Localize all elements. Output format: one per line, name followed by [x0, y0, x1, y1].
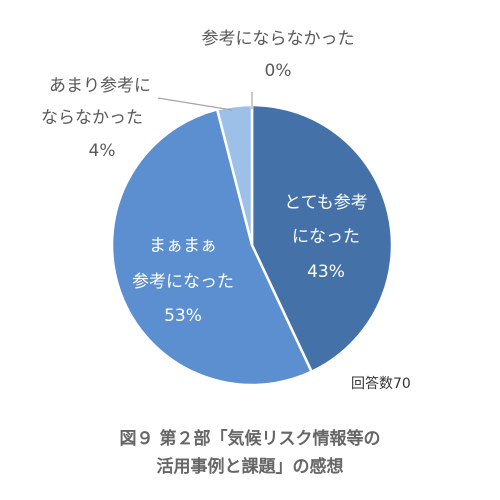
slice-somewhat-useful	[110, 108, 313, 387]
pie-slices	[110, 103, 394, 387]
response-count: 回答数70	[351, 375, 411, 392]
slice-label-somewhat-useful-line1: まぁまぁ	[149, 236, 217, 256]
slice-percent-very-useful: 43%	[307, 262, 345, 282]
slice-percent-not-useful: 0%	[265, 61, 292, 81]
slice-label-somewhat-useful-line2: 参考になった	[132, 272, 234, 292]
leader-line-rarely-useful	[157, 97, 233, 111]
slice-percent-somewhat-useful: 53%	[164, 306, 202, 326]
slice-label-very-useful-line2: になった	[292, 227, 360, 247]
slice-very-useful	[250, 103, 394, 373]
slice-label-rarely-useful-line2: ならなかった	[41, 108, 143, 128]
slice-label-very-useful-line1: とても参考	[284, 193, 368, 213]
slice-label-not-useful: 参考にならなかった	[202, 29, 355, 49]
leader-lines	[157, 92, 253, 111]
figure-caption-line1: 図９ 第２部「気候リスク情報等の	[119, 429, 381, 449]
figure-caption-line2: 活用事例と課題」の感想	[156, 457, 344, 477]
slice-percent-rarely-useful: 4%	[89, 141, 116, 161]
slice-label-rarely-useful-line1: あまり参考に	[49, 76, 151, 96]
